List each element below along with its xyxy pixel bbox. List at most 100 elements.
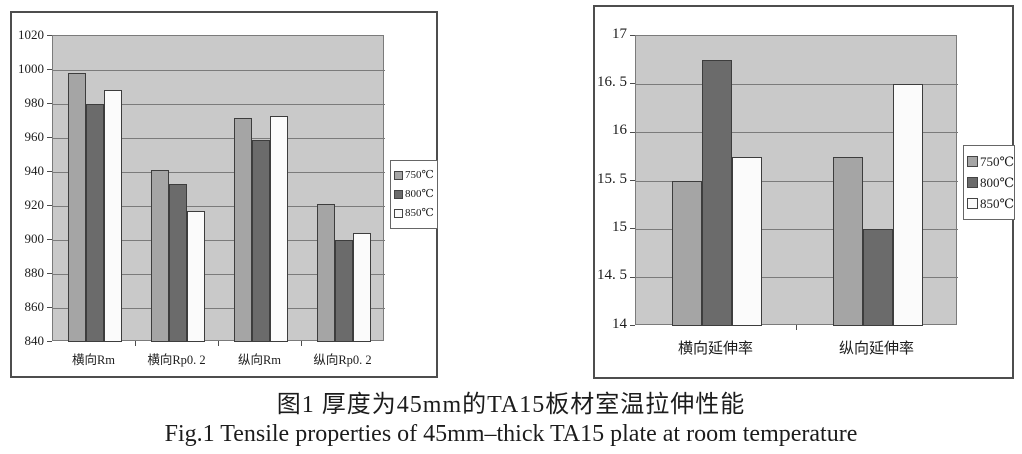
bar-850℃-纵向Rp0. 2	[352, 233, 371, 342]
legend-entry: 800℃	[967, 172, 1015, 193]
legend-label: 750℃	[405, 169, 434, 181]
y-axis-tick-label: 840	[24, 332, 45, 348]
legend-label: 800℃	[980, 175, 1015, 190]
y-axis-tick	[47, 137, 52, 138]
y-axis-tick	[630, 325, 635, 326]
right-chart-elongation: 17 16. 5 16 15. 5 15 14. 5 14 横向延伸率 纵向延伸率 750℃ 800…	[593, 5, 1015, 379]
y-axis-tick	[47, 341, 52, 342]
bar-750℃-纵向Rp0. 2	[316, 204, 335, 342]
y-axis-tick-label: 14	[612, 315, 627, 332]
y-axis-tick-label: 16. 5	[597, 74, 627, 91]
legend-label: 750℃	[980, 154, 1015, 169]
y-axis-tick-label: 14. 5	[597, 267, 627, 284]
y-gridline	[53, 307, 385, 309]
bar-800℃-纵向Rp0. 2	[334, 240, 353, 342]
x-category-label: 纵向延伸率	[838, 341, 914, 357]
y-gridline	[53, 273, 385, 275]
bar-750℃-纵向Rm	[233, 117, 252, 342]
y-axis-tick	[630, 131, 635, 133]
y-gridline	[636, 277, 958, 279]
legend: 750℃ 800℃ 850℃	[390, 160, 438, 229]
y-axis-tick	[47, 273, 52, 274]
legend-entry: 850℃	[967, 193, 1015, 214]
bar-800℃-横向Rp0. 2	[168, 183, 187, 342]
bar-800℃-横向Rm	[85, 104, 104, 342]
y-gridline	[53, 137, 385, 139]
bar-850℃-横向延伸率	[731, 156, 762, 326]
bar-850℃-纵向延伸率	[892, 84, 923, 326]
y-axis-tick-label: 940	[24, 162, 45, 178]
plot-area	[52, 35, 385, 342]
caption-english: Fig.1 Tensile properties of 45mm–thick T…	[164, 421, 858, 447]
legend-label: 850℃	[405, 207, 434, 219]
y-gridline	[53, 239, 385, 241]
y-gridline	[53, 171, 385, 173]
x-category-label: 纵向Rm	[237, 353, 282, 367]
legend-swatch	[394, 209, 403, 218]
y-axis-tick-label: 1000	[18, 60, 44, 76]
bar-800℃-纵向延伸率	[862, 229, 893, 326]
y-axis-tick-label: 960	[24, 128, 45, 144]
bar-850℃-横向Rm	[103, 90, 122, 342]
legend: 750℃ 800℃ 850℃	[963, 145, 1015, 220]
y-axis-tick	[47, 239, 52, 240]
x-axis-tick	[218, 341, 219, 346]
y-axis-tick-label: 860	[24, 298, 45, 314]
y-gridline	[636, 83, 958, 85]
y-axis-tick-label: 15	[612, 219, 627, 236]
y-axis-tick-label: 16	[612, 122, 627, 139]
y-axis-tick	[630, 35, 635, 36]
y-axis-tick	[630, 228, 635, 230]
y-axis-tick	[47, 103, 52, 104]
legend-swatch	[394, 171, 403, 180]
legend-swatch	[394, 190, 403, 199]
x-category-label: 横向Rp0. 2	[147, 353, 206, 367]
y-gridline	[53, 69, 385, 71]
y-axis-tick	[47, 171, 52, 172]
y-axis-tick	[630, 276, 635, 278]
bar-800℃-横向延伸率	[701, 60, 732, 326]
y-axis-tick	[47, 307, 52, 308]
legend-entry: 850℃	[394, 204, 434, 223]
bar-800℃-纵向Rm	[251, 139, 270, 342]
caption-chinese: 图1 厚度为45mm的TA15板材室温拉伸性能	[276, 392, 746, 418]
y-axis-tick-label: 1020	[18, 26, 44, 42]
y-axis-tick	[630, 83, 635, 85]
y-axis-tick	[47, 205, 52, 206]
bar-750℃-纵向延伸率	[832, 156, 863, 326]
y-axis-tick	[47, 69, 52, 70]
legend-label: 850℃	[980, 196, 1015, 211]
bar-850℃-横向Rp0. 2	[186, 211, 205, 342]
legend-label: 800℃	[405, 188, 434, 200]
x-axis-tick	[301, 341, 302, 346]
y-gridline	[53, 205, 385, 207]
bar-750℃-横向Rp0. 2	[150, 170, 169, 342]
y-axis-tick	[630, 180, 635, 181]
legend-swatch	[967, 177, 978, 188]
bar-850℃-纵向Rm	[269, 115, 288, 342]
x-category-label: 横向Rm	[71, 353, 116, 367]
legend-entry: 750℃	[394, 166, 434, 185]
x-category-label: 纵向Rp0. 2	[313, 353, 372, 367]
y-axis-tick-label: 880	[24, 264, 45, 280]
bar-750℃-横向延伸率	[671, 181, 702, 326]
bar-750℃-横向Rm	[67, 73, 86, 342]
y-gridline	[636, 132, 958, 134]
legend-swatch	[967, 198, 978, 209]
y-axis-tick-label: 17	[612, 25, 627, 42]
y-axis-tick	[47, 35, 52, 36]
y-gridline	[53, 103, 385, 105]
x-category-label: 横向延伸率	[677, 341, 753, 357]
y-axis-tick-label: 15. 5	[597, 170, 627, 187]
plot-area	[635, 35, 958, 326]
y-gridline	[636, 228, 958, 230]
y-axis-tick-label: 900	[24, 230, 45, 246]
legend-entry: 800℃	[394, 185, 434, 204]
legend-entry: 750℃	[967, 151, 1015, 172]
y-axis-tick-label: 920	[24, 196, 45, 212]
legend-swatch	[967, 156, 978, 167]
left-chart-tensile-strength: 1020 1000 980 960 940 920 900 880 860 840 横向Rm 横向Rp…	[10, 11, 438, 378]
x-axis-tick	[796, 325, 797, 330]
x-axis-tick	[135, 341, 136, 346]
